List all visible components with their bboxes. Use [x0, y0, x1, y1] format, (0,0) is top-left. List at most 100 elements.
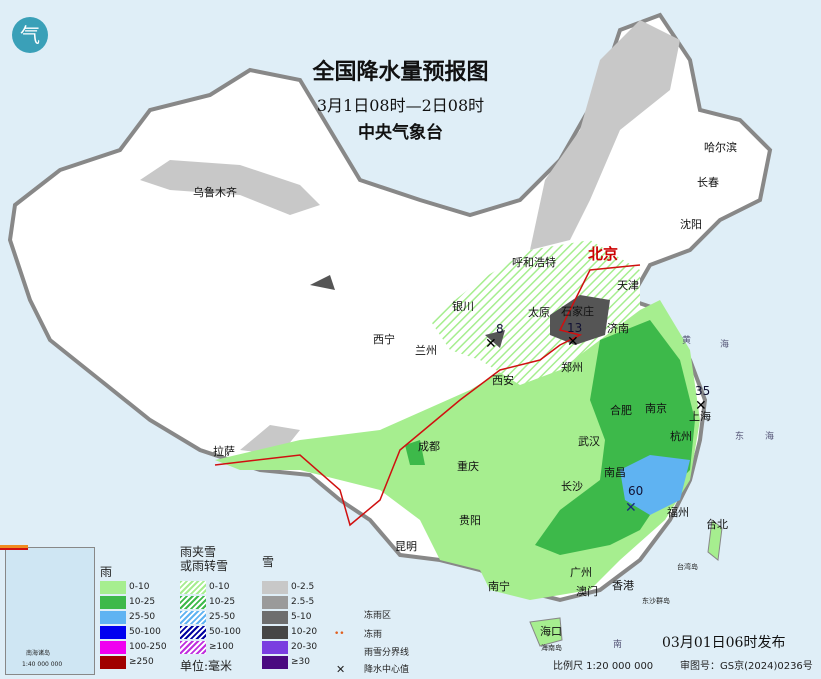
snow-heavy-area [310, 275, 610, 348]
center-value: 60 [628, 484, 644, 498]
issue-time: 03月01日06时发布 [662, 635, 786, 651]
city-label: 南京 [645, 402, 667, 415]
legend-swatch [100, 611, 126, 624]
legend-swatch [180, 611, 206, 624]
center-marker: ✕ [695, 398, 707, 414]
legend-label: 20-30 [291, 642, 318, 652]
legend-label: ≥30 [291, 657, 310, 667]
legend-label: 50-100 [129, 627, 161, 637]
legend-title-snow: 雪 [262, 555, 275, 569]
city-label: 天津 [617, 279, 639, 292]
legend-swatch [262, 611, 288, 624]
map-title: 全国降水量预报图 [312, 59, 489, 85]
city-label: 兰州 [415, 344, 437, 357]
legend-swatch [262, 596, 288, 609]
legend-label: 2.5-5 [291, 597, 315, 607]
legend-label: 50-100 [209, 627, 241, 637]
inset-label: 南海诸岛 [26, 650, 51, 657]
city-label: 武汉 [578, 435, 600, 448]
scale: 比例尺 1:20 000 000 [553, 661, 654, 672]
freezing-rain-dots: •• [334, 629, 345, 639]
taiwan [707, 519, 723, 561]
city-label: 银川 [452, 300, 474, 313]
legend-label: 100-250 [129, 642, 167, 652]
legend-swatch [100, 581, 126, 594]
city-label: 海口 [540, 625, 562, 638]
city-label: 澳门 [576, 585, 598, 598]
sea-label: 东 [735, 432, 745, 442]
legend-freeze-line: 雨雪分界线 [364, 648, 410, 658]
legend-swatch [262, 641, 288, 654]
legend-swatch [180, 641, 206, 654]
city-label: 昆明 [395, 540, 417, 553]
city-label: 长春 [697, 176, 719, 189]
legend-label: 10-25 [209, 597, 236, 607]
city-label: 呼和浩特 [512, 256, 556, 269]
freeze-line-symbol [0, 548, 28, 550]
legend-label: 5-10 [291, 612, 312, 622]
city-label: 北京 [588, 245, 619, 263]
forecast-period: 3月1日08时—2日08时 [316, 96, 485, 115]
city-label: 西安 [492, 374, 514, 387]
rain-moderate-area [405, 320, 695, 555]
center-marker: ✕ [485, 336, 497, 352]
legend-swatch [180, 596, 206, 609]
city-label: 石家庄 [561, 305, 594, 318]
legend-label: 25-50 [209, 612, 236, 622]
agency: 中央气象台 [358, 123, 443, 143]
city-label: 拉萨 [213, 445, 235, 458]
map-number: 审图号：GS京(2024)0236号 [680, 661, 813, 672]
city-label: 香港 [612, 579, 634, 592]
city-label: 南昌 [604, 466, 626, 479]
legend-swatch [100, 641, 126, 654]
sea-label: 海 [720, 340, 730, 350]
city-label: 哈尔滨 [704, 141, 737, 154]
center-value: 8 [496, 322, 504, 336]
legend-swatch [100, 656, 126, 669]
hainan [529, 617, 563, 647]
sea-label: 海 [765, 432, 775, 442]
city-label: 南宁 [488, 580, 510, 593]
legend-title-rain: 雨 [100, 565, 113, 579]
legend-label: 0-2.5 [291, 582, 315, 592]
legend-title-sleet: 雨夹雪 或雨转雪 [180, 545, 229, 573]
legend-center-value: 降水中心值 [364, 665, 410, 675]
legend-freezing-rain: 冻雨 [364, 630, 383, 640]
city-label: 西宁 [373, 333, 395, 346]
island-label: 台湾岛 [677, 563, 698, 571]
legend-label: 10-25 [129, 597, 156, 607]
legend-label: 25-50 [129, 612, 156, 622]
legend-swatch [180, 581, 206, 594]
center-marker: ✕ [567, 334, 579, 350]
legend-label: ≥100 [209, 642, 234, 652]
legend-label: 0-10 [209, 582, 230, 592]
city-label: 重庆 [457, 460, 479, 473]
city-label: 台北 [706, 518, 728, 531]
city-label: 杭州 [670, 430, 692, 443]
legend-freezing-area: 冻雨区 [364, 611, 392, 621]
legend-swatch [262, 626, 288, 639]
legend-swatch [100, 596, 126, 609]
legend-label: 10-20 [291, 627, 318, 637]
rain-snow-line [214, 264, 641, 527]
city-label: 合肥 [610, 404, 632, 417]
city-label: 长沙 [561, 480, 583, 493]
city-label: 成都 [418, 440, 440, 453]
center-value: 35 [695, 384, 711, 398]
center-value: 13 [567, 321, 583, 335]
city-label: 沈阳 [680, 218, 702, 231]
city-label: 济南 [607, 322, 629, 335]
city-label: 上海 [689, 410, 711, 423]
legend-label: ≥250 [129, 657, 154, 667]
center-marker: ✕ [625, 500, 637, 516]
sea-label: 南 [613, 640, 623, 650]
snow-light-area [140, 20, 680, 455]
legend-unit: 单位:毫米 [180, 659, 233, 673]
inset-scale: 1:40 000 000 [22, 661, 63, 668]
island-label: 海南岛 [541, 644, 562, 652]
legend-label: 0-10 [129, 582, 150, 592]
city-label: 福州 [667, 506, 689, 519]
center-marker-symbol: ✕ [336, 663, 346, 676]
